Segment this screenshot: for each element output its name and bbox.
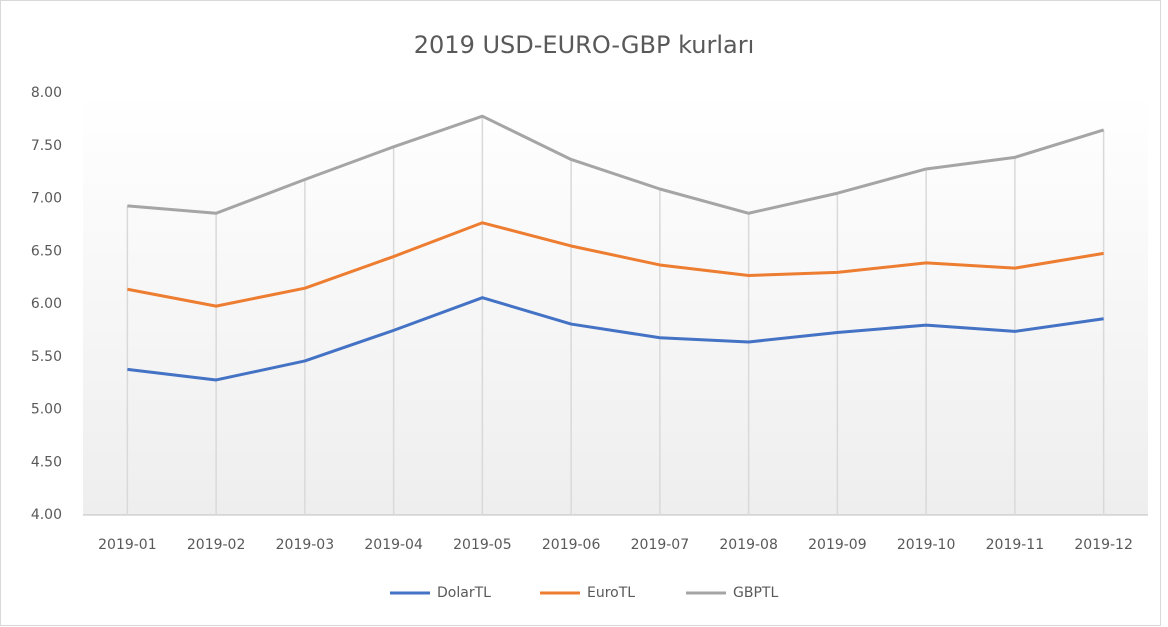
x-tick-label: 2019-05	[453, 537, 512, 553]
y-tick-label: 6.00	[31, 296, 62, 312]
y-tick-label: 4.50	[31, 454, 62, 470]
y-tick-label: 8.00	[31, 85, 62, 101]
y-tick-label: 4.00	[31, 507, 62, 523]
x-tick-label: 2019-04	[364, 537, 423, 553]
y-tick-label: 7.50	[31, 138, 62, 154]
x-tick-label: 2019-01	[98, 537, 157, 553]
legend-label: GBPTL	[733, 585, 778, 601]
series-line	[127, 221, 1104, 308]
x-tick-label: 2019-07	[631, 537, 690, 553]
y-tick-label: 6.50	[31, 243, 62, 259]
y-tick-label: 7.00	[31, 191, 62, 207]
x-tick-label: 2019-09	[808, 537, 867, 553]
series-line	[127, 296, 1104, 382]
legend-label: DolarTL	[437, 585, 491, 601]
x-tick-label: 2019-02	[187, 537, 246, 553]
series-line	[127, 114, 1105, 215]
x-tick-label: 2019-08	[719, 537, 778, 553]
x-tick-label: 2019-11	[986, 537, 1045, 553]
chart-title: 2019 USD-EURO-GBP kurları	[414, 31, 754, 59]
y-tick-label: 5.50	[31, 349, 62, 365]
x-tick-label: 2019-12	[1074, 537, 1133, 553]
x-tick-label: 2019-10	[897, 537, 956, 553]
y-tick-label: 5.00	[31, 402, 62, 418]
x-tick-label: 2019-06	[542, 537, 601, 553]
plot-area	[83, 93, 1148, 515]
x-tick-label: 2019-03	[276, 537, 335, 553]
legend-label: EuroTL	[587, 585, 635, 601]
